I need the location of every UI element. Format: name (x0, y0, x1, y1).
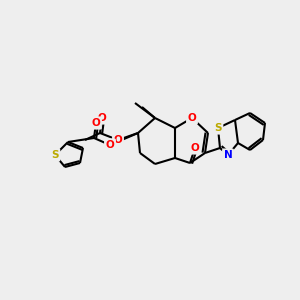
Text: O: O (188, 113, 196, 123)
Text: S: S (51, 150, 59, 160)
Text: O: O (190, 143, 200, 153)
Text: O: O (114, 135, 122, 145)
Text: O: O (92, 118, 100, 128)
Text: O: O (98, 113, 106, 123)
Text: N: N (224, 150, 232, 160)
Text: O: O (106, 140, 114, 150)
Text: S: S (214, 123, 222, 133)
